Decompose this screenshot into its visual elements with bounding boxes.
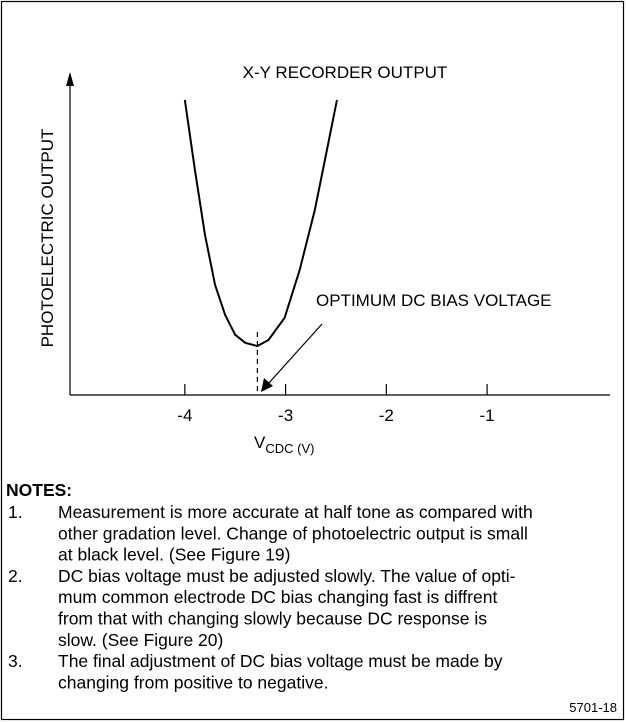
figure-id: 5701-18 [569, 700, 617, 715]
x-label-main: V [254, 433, 266, 452]
x-tick-label: -3 [278, 406, 293, 425]
chart-title: X-Y RECORDER OUTPUT [243, 63, 448, 82]
note-line: at black level. (See Figure 19) [58, 545, 290, 565]
note-number: 1. [8, 502, 23, 522]
annotation-arrowhead [261, 378, 273, 392]
x-tick-label: -2 [379, 406, 394, 425]
note-line: The final adjustment of DC bias voltage … [58, 651, 503, 671]
curve [183, 99, 338, 348]
x-tick-label: -4 [177, 406, 192, 425]
note-line: slow. (See Figure 20) [58, 630, 223, 650]
note-line: from that with changing slowly because D… [58, 609, 487, 629]
y-axis-arrow [66, 72, 74, 86]
note-line: DC bias voltage must be adjusted slowly.… [58, 566, 516, 586]
x-label-sub: CDC (V) [265, 441, 314, 456]
annotation: OPTIMUM DC BIAS VOLTAGE [316, 291, 552, 310]
note-number: 2. [8, 566, 23, 586]
note-line: changing from positive to negative. [58, 672, 328, 692]
note-line: Measurement is more accurate at half ton… [58, 502, 533, 522]
note-line: mum common electrode DC bias changing fa… [58, 587, 497, 607]
notes-title: NOTES: [6, 480, 72, 500]
note-line: other gradation level. Change of photoel… [58, 523, 528, 543]
y-axis-label: PHOTOELECTRIC OUTPUT [38, 129, 57, 348]
annotation-arrow-line [267, 323, 323, 385]
x-axis-label: VCDC (V) [254, 433, 314, 456]
x-tick-label: -1 [480, 406, 495, 425]
note-number: 3. [8, 651, 23, 671]
